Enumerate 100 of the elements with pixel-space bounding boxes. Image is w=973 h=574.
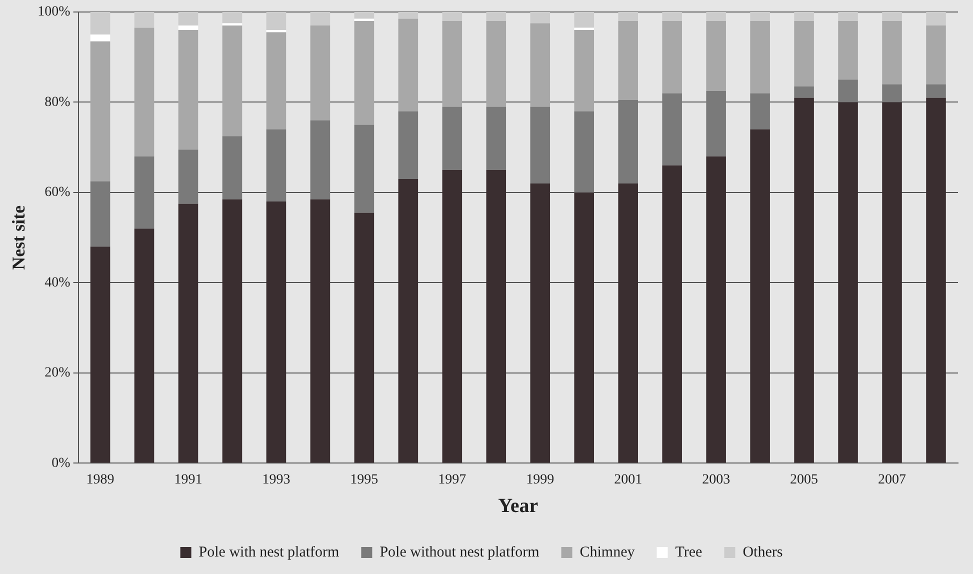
bar [574,192,594,463]
legend-label: Tree [675,544,703,560]
bar [662,12,682,22]
legend-label: Chimney [580,544,636,560]
bar [574,30,594,112]
bar [838,102,858,463]
y-tick-label: 100% [38,4,71,20]
bar [222,26,242,136]
bar [530,12,550,24]
bar [442,12,462,22]
bar [442,106,462,170]
bar [662,21,682,94]
x-tick-label: 2007 [878,472,906,488]
bar [486,106,506,170]
bar [926,98,946,463]
bar [882,102,902,463]
bar [618,183,638,463]
bar [310,199,330,463]
bar [486,12,506,22]
bar [530,23,550,107]
bar [90,41,110,182]
bar [178,204,198,463]
bar [486,21,506,107]
bar [750,12,770,22]
y-tick-label: 40% [44,275,71,290]
y-axis-title: Nest site [8,205,28,270]
bar [266,202,286,463]
bar [90,181,110,247]
x-tick-label: 2005 [790,472,818,488]
bar [838,21,858,80]
bar [398,178,418,463]
bar [266,12,286,30]
y-tick-label: 60% [44,185,71,200]
bar [398,111,418,179]
x-tick-label: 1999 [526,472,554,488]
bar [838,12,858,22]
y-tick-label: 80% [44,94,71,110]
bar [794,12,814,22]
bar [574,111,594,192]
bar [442,21,462,107]
bar [178,12,198,26]
x-tick-label: 1991 [174,472,202,488]
x-tick-label: 1995 [350,472,378,488]
bar [354,212,374,463]
bar [706,90,726,156]
bar [618,21,638,100]
x-tick-label: 2003 [702,472,730,488]
bar [794,98,814,463]
bar [750,129,770,463]
bar [90,246,110,463]
bar [354,21,374,125]
bar [222,136,242,200]
bar [222,12,242,24]
x-tick-label: 1989 [86,472,114,488]
legend-label: Others [742,544,783,560]
bar [838,80,858,102]
legend-label: Pole with nest platform [198,544,340,560]
bar [530,106,550,184]
bar [618,12,638,22]
bar [926,26,946,84]
bar [266,129,286,202]
bar [134,156,154,229]
bar [530,183,550,463]
bar [706,12,726,22]
bar [354,124,374,213]
bar [178,26,198,30]
bar [442,170,462,463]
x-tick-label: 1993 [262,472,290,488]
bar [354,12,374,19]
bar [706,156,726,463]
bar [178,30,198,150]
y-tick-label: 20% [44,366,71,381]
bar [178,150,198,204]
bar [926,12,946,26]
y-tick-label: 0% [52,456,71,471]
bar [134,28,154,156]
bar [134,228,154,463]
bar [90,12,110,35]
x-tick-label: 2001 [614,472,642,488]
bar [882,21,902,84]
x-axis-title: Year [498,495,538,518]
bar [882,84,902,102]
bar [310,120,330,200]
bar [574,12,594,28]
bar [794,86,814,98]
x-tick-label: 1997 [438,472,466,488]
bar [706,21,726,91]
bar [90,34,110,42]
legend-label: Pole without nest platform [380,544,540,560]
bar [750,93,770,130]
bar [486,170,506,463]
bar [266,32,286,130]
bar [222,199,242,463]
bar [618,100,638,184]
bar [398,18,418,112]
bar [134,12,154,28]
bar [882,12,902,22]
bar [662,93,682,166]
bar [662,165,682,463]
bar [398,12,418,19]
